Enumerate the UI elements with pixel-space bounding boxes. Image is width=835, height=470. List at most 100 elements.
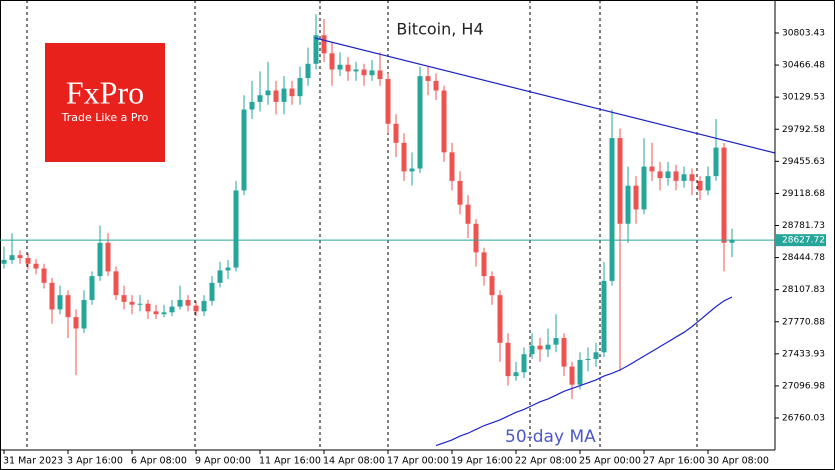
candle-body bbox=[465, 204, 471, 224]
candle-body bbox=[721, 147, 727, 243]
ma-line bbox=[435, 296, 733, 447]
candle-body bbox=[177, 299, 183, 307]
candle-body bbox=[169, 306, 175, 313]
candle-body bbox=[473, 223, 479, 253]
candle-body bbox=[33, 263, 39, 269]
x-tick-label: 31 Mar 2023 bbox=[3, 456, 63, 467]
candle-body bbox=[601, 280, 607, 353]
candle-body bbox=[441, 90, 447, 153]
candle-body bbox=[449, 152, 455, 181]
candle-body bbox=[81, 299, 87, 329]
x-tick-label: 22 Apr 08:00 bbox=[515, 456, 577, 467]
candle-body bbox=[593, 352, 599, 359]
x-tick-label: 6 Apr 08:00 bbox=[131, 456, 187, 467]
candle-body bbox=[345, 64, 351, 72]
candle-body bbox=[49, 282, 55, 310]
candle-body bbox=[433, 80, 439, 91]
candle-body bbox=[561, 338, 567, 367]
x-tick-label: 14 Apr 08:00 bbox=[323, 456, 385, 467]
candle-body bbox=[257, 95, 263, 102]
x-tick-label: 19 Apr 16:00 bbox=[451, 456, 513, 467]
candle-body bbox=[609, 138, 615, 281]
candle-body bbox=[521, 354, 527, 373]
x-tick-label: 25 Apr 00:00 bbox=[579, 456, 641, 467]
candle-body bbox=[1, 259, 7, 264]
y-tick-label: 27433.93 bbox=[782, 349, 825, 359]
candle-body bbox=[425, 76, 431, 81]
logo-box bbox=[45, 43, 165, 162]
candle-body bbox=[201, 300, 207, 312]
y-tick-label: 30129.53 bbox=[782, 93, 825, 103]
y-tick-label: 30803.43 bbox=[782, 28, 825, 38]
candle-body bbox=[457, 180, 463, 205]
x-tick-label: 27 Apr 16:00 bbox=[643, 456, 705, 467]
candle-body bbox=[385, 79, 391, 124]
x-tick-label: 9 Apr 00:00 bbox=[195, 456, 251, 467]
candle-body bbox=[89, 276, 95, 300]
candle-body bbox=[225, 267, 231, 271]
candle-body bbox=[337, 64, 343, 70]
y-tick-label: 29455.63 bbox=[782, 157, 825, 167]
candle-body bbox=[105, 242, 111, 272]
candle-body bbox=[233, 190, 239, 268]
candle-body bbox=[73, 317, 79, 329]
trendline bbox=[314, 37, 776, 154]
candle-body bbox=[497, 295, 503, 343]
candle-body bbox=[505, 342, 511, 377]
candle-body bbox=[577, 359, 583, 385]
candle-body bbox=[185, 299, 191, 306]
ma-label: 50-day MA bbox=[505, 427, 596, 447]
candle-body bbox=[713, 147, 719, 177]
candle-body bbox=[665, 171, 671, 179]
candle-body bbox=[689, 174, 695, 181]
candle-body bbox=[241, 109, 247, 191]
candle-body bbox=[353, 69, 359, 72]
candle-body bbox=[265, 90, 271, 96]
y-tick-label: 27770.88 bbox=[782, 317, 825, 327]
candle-body bbox=[329, 53, 335, 70]
y-tick-label: 28107.83 bbox=[782, 285, 825, 295]
y-tick-label: 29792.58 bbox=[782, 125, 825, 135]
candle-body bbox=[193, 305, 199, 312]
candle-body bbox=[97, 242, 103, 277]
candle-body bbox=[273, 90, 279, 102]
y-tick-label: 28781.73 bbox=[782, 221, 825, 231]
candle-body bbox=[9, 255, 15, 260]
candle-body bbox=[729, 239, 735, 243]
x-tick-label: 3 Apr 16:00 bbox=[67, 456, 123, 467]
candle-body bbox=[113, 271, 119, 296]
candle-body bbox=[65, 295, 71, 318]
candle-body bbox=[209, 282, 215, 301]
candle-body bbox=[641, 166, 647, 210]
candle-body bbox=[289, 88, 295, 97]
candle-body bbox=[297, 78, 303, 97]
candle-body bbox=[697, 180, 703, 191]
candle-body bbox=[41, 268, 47, 283]
candle-body bbox=[417, 76, 423, 169]
candle-body bbox=[153, 311, 159, 315]
candle-body bbox=[217, 270, 223, 283]
candle-body bbox=[545, 344, 551, 350]
candle-body bbox=[17, 255, 23, 259]
candle-body bbox=[681, 174, 687, 181]
candle-body bbox=[537, 345, 543, 350]
candle-body bbox=[617, 138, 623, 224]
candle-body bbox=[137, 303, 143, 305]
candle-body bbox=[633, 185, 639, 210]
x-tick-label: 11 Apr 16:00 bbox=[259, 456, 321, 467]
x-tick-label: 17 Apr 00:00 bbox=[387, 456, 449, 467]
candle-body bbox=[401, 142, 407, 172]
candle-body bbox=[409, 168, 415, 172]
y-tick-label: 26760.03 bbox=[782, 414, 825, 424]
candle-body bbox=[553, 338, 559, 345]
plot bbox=[1, 14, 735, 447]
candle-body bbox=[161, 312, 167, 315]
candle-body bbox=[249, 101, 255, 110]
last-price-tag bbox=[776, 234, 826, 247]
chart-title: Bitcoin, H4 bbox=[396, 20, 483, 39]
candle-body bbox=[121, 295, 127, 302]
candle-body bbox=[649, 166, 655, 172]
y-tick-label: 29118.68 bbox=[782, 189, 825, 199]
logo-tagline: Trade Like a Pro bbox=[61, 111, 149, 124]
